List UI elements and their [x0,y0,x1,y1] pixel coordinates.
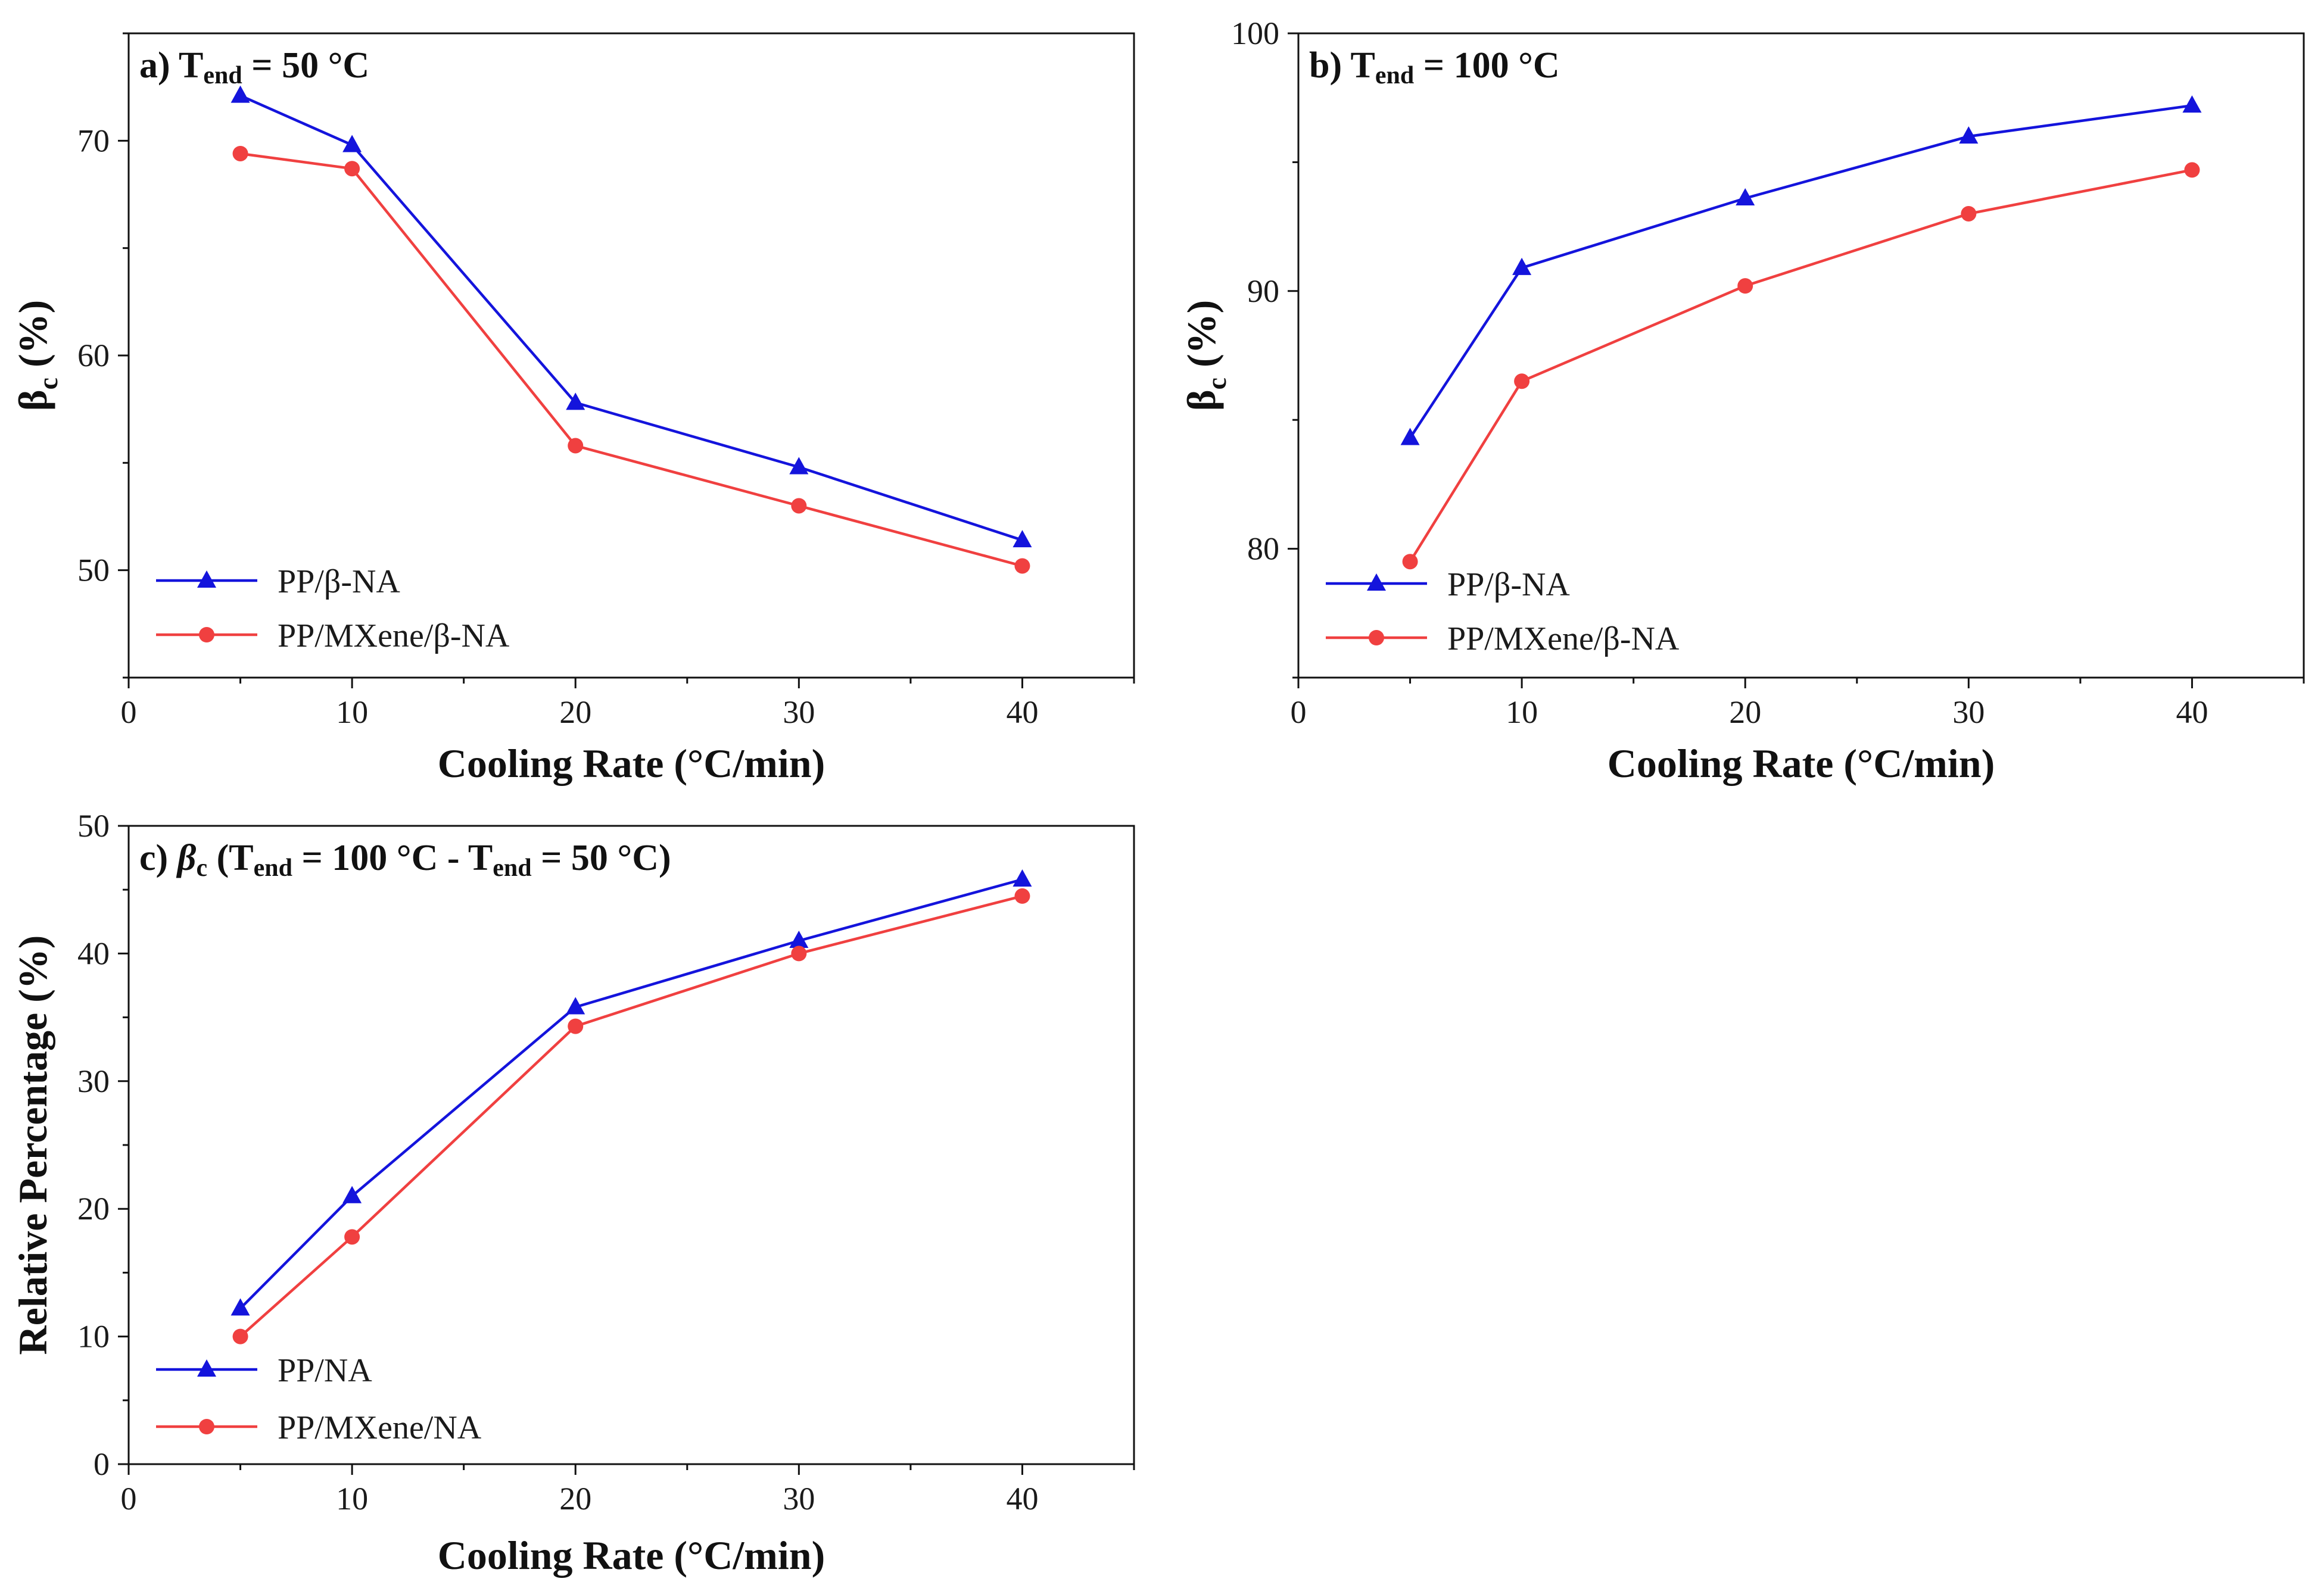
y-tick-label: 60 [77,338,110,373]
data-point-circle [1014,888,1030,904]
data-point-triangle [1736,188,1755,205]
legend-label: PP/MXene/NA [278,1409,482,1446]
legend: PP/β-NA PP/MXene/β-NA [1326,566,1680,657]
data-point-circle [2184,162,2200,178]
data-point-triangle [566,392,585,410]
data-point-circle [568,438,584,454]
x-tick-label: 0 [1291,694,1307,730]
legend-label: PP/β-NA [278,563,400,600]
legend: PP/NA PP/MXene/NA [156,1352,482,1446]
legend-marker-triangle [197,1359,216,1377]
data-point-circle [232,1328,248,1344]
data-point-circle [232,145,248,161]
legend-marker-circle [199,1419,214,1434]
y-tick-label: 90 [1247,273,1279,309]
legend: PP/β-NA PP/MXene/β-NA [156,563,510,654]
data-point-triangle [789,930,809,948]
data-point-circle [1014,558,1030,574]
data-point-circle [344,1229,360,1245]
legend-marker-triangle [197,570,216,588]
x-tick-label: 30 [783,694,815,730]
x-tick-label: 30 [1952,694,1985,730]
data-point-triangle [1512,257,1532,275]
chart-panel-c: 0 10 20 30 40 0 10 20 30 40 50 Cooling Rate (°C/min… [10,808,1135,1578]
data-point-triangle [230,85,250,103]
chart-panel-b: 0 10 20 30 40 80 90 100 Cooling Rate (°C/min) βc … [1179,15,2305,786]
panel-title: a) Tend = 50 °C [139,45,369,89]
y-tick-label: 100 [1231,15,1279,51]
y-tick-label: 40 [77,935,110,971]
y-tick-label: 50 [77,553,110,588]
y-tick-label: 70 [77,123,110,158]
series-line-1 [239,94,1023,542]
data-point-triangle [1959,126,1979,144]
y-axis-title: Relative Percentage (%) [10,935,55,1355]
series-line-2 [239,894,1023,1338]
legend-label: PP/β-NA [1447,566,1570,603]
y-tick-label: 20 [77,1191,110,1227]
panel-title: c) βc (Tend = 100 °C - Tend = 50 °C) [139,838,671,882]
x-tick-label: 20 [559,694,591,730]
y-tick-label: 10 [77,1319,110,1355]
x-tick-label: 10 [1506,694,1538,730]
data-point-circle [791,498,807,514]
y-axis-title: βc (%) [1179,300,1232,411]
data-point-triangle [1013,869,1032,887]
data-point-circle [568,1018,584,1034]
series-line-2 [1409,169,2192,563]
data-point-circle [344,161,360,177]
data-point-triangle [342,1185,362,1203]
y-tick-label: 80 [1247,531,1279,567]
y-tick-label: 0 [94,1446,110,1482]
x-tick-label: 0 [121,1481,137,1517]
legend-marker-circle [199,627,214,642]
data-point-triangle [2182,95,2202,113]
legend-marker-triangle [1367,573,1386,591]
data-point-circle [1737,278,1753,294]
x-tick-label: 40 [2176,694,2208,730]
x-tick-label: 10 [336,1481,368,1517]
legend-label: PP/MXene/β-NA [278,617,510,654]
series-line-2 [240,152,1023,567]
data-point-circle [1514,373,1530,389]
data-point-triangle [1400,428,1420,445]
data-point-triangle [789,457,809,475]
plot-frame [1297,32,2305,679]
x-axis-title: Cooling Rate (°C/min) [1608,741,1995,786]
x-tick-label: 40 [1006,694,1038,730]
data-point-circle [791,946,807,962]
y-tick-label: 30 [77,1063,110,1099]
legend-label: PP/NA [278,1352,372,1389]
x-tick-label: 0 [121,694,137,730]
x-tick-label: 10 [336,694,368,730]
x-axis-title: Cooling Rate (°C/min) [438,741,825,786]
x-tick-label: 20 [559,1481,591,1517]
data-point-circle [1961,205,1977,221]
x-tick-label: 20 [1729,694,1761,730]
data-point-circle [1402,554,1418,570]
chart-panel-a: 0 10 20 30 40 50 60 70 Cooling Rate (°C/min) βc (… [10,32,1135,786]
y-tick-label: 50 [77,808,110,844]
data-point-triangle [230,1298,250,1316]
x-tick-label: 40 [1006,1481,1038,1517]
legend-label: PP/MXene/β-NA [1447,620,1680,657]
legend-marker-circle [1369,630,1384,645]
x-tick-label: 30 [783,1481,815,1517]
panel-title: b) Tend = 100 °C [1309,45,1560,89]
data-point-triangle [566,997,585,1015]
series-line-1 [239,878,1023,1309]
y-axis-title: βc (%) [10,300,63,411]
data-point-triangle [1013,530,1032,548]
data-point-triangle [342,135,362,152]
x-axis-title: Cooling Rate (°C/min) [438,1533,825,1578]
